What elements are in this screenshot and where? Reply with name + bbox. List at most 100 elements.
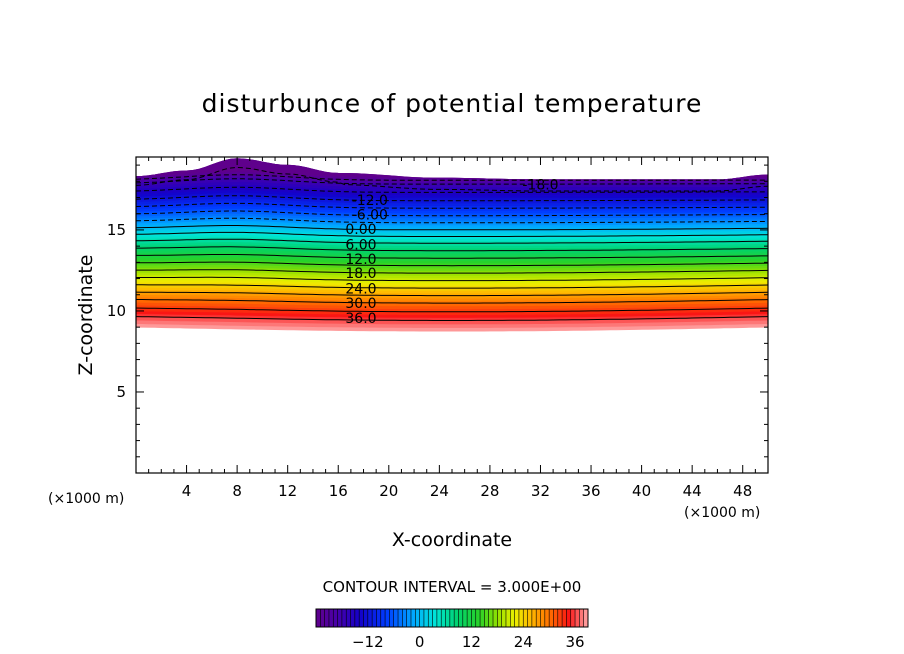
x-tick-label: 36 [581, 482, 600, 500]
colorbar-cell-57 [562, 609, 567, 627]
colorbar-cell-6 [341, 609, 347, 627]
colorbar-cell-32 [454, 609, 459, 627]
colorbar-cell-53 [544, 609, 550, 627]
y-axis-label: Z-coordinate [75, 255, 97, 376]
colorbar-cell-52 [540, 609, 546, 627]
contour-line--12 [136, 195, 768, 202]
contour-line-9 [136, 246, 768, 252]
colorbar-cell-33 [458, 609, 464, 627]
colorbar-tick-labels: −12 0 12 24 36 [352, 633, 585, 651]
colorbar-cell-49 [527, 609, 533, 627]
contour-line-15 [136, 261, 768, 267]
colorbar-cell-14 [376, 609, 382, 627]
colorbar-cell-9 [354, 609, 360, 627]
x-tick-label: 44 [683, 482, 702, 500]
colorbar-cell-19 [398, 609, 403, 627]
contour-line-21 [136, 276, 768, 282]
plot-area: -18.0 -12.0-6.000.006.0012.018.024.030.03… [135, 156, 769, 474]
colorbar-cell-58 [566, 609, 572, 627]
colorbar-cell-5 [337, 609, 343, 627]
colorbar-cell-21 [406, 609, 412, 627]
contour-label: 18.0 [345, 266, 376, 282]
y-tick-label: 10 [107, 302, 126, 320]
contour-label: 6.00 [345, 238, 376, 254]
colorbar-cell-30 [445, 609, 451, 627]
contour-line-12 [136, 254, 768, 259]
colorbar-cell-43 [501, 609, 507, 627]
contour-labels: -18.0 -12.0-6.000.006.0012.018.024.030.03… [345, 178, 558, 328]
contour-label: 24.0 [345, 281, 376, 297]
y-tick-label: 15 [107, 221, 126, 239]
colorbar-tick-label: 12 [462, 633, 481, 651]
x-tick-label: 28 [480, 482, 499, 500]
colorbar-cell-11 [363, 609, 369, 627]
colorbar-cell-50 [531, 609, 537, 627]
colorbar-cell-40 [488, 609, 494, 627]
x-tick-label: 40 [632, 482, 651, 500]
colorbar-cell-36 [471, 609, 477, 627]
y-tick-labels: 5 10 15 [107, 221, 126, 401]
colorbar-cell-18 [393, 609, 399, 627]
contour-line--6 [136, 210, 768, 217]
contour-line-0 [136, 225, 768, 231]
colorbar [315, 608, 589, 628]
axis-ticks [136, 157, 768, 473]
colorbar-cell-25 [423, 609, 429, 627]
contour-label: -6.00 [352, 208, 388, 224]
colorbar-cell-2 [324, 609, 330, 627]
contour-line-6 [136, 238, 768, 244]
x-unit-right: (×1000 m) [684, 505, 760, 521]
colorbar-cell-23 [415, 609, 420, 627]
colorbar-cell-8 [350, 609, 356, 627]
field-band-top [136, 158, 768, 180]
colorbar-cell-27 [432, 609, 438, 627]
colorbar-cell-24 [419, 609, 425, 627]
colorbar-frame [315, 608, 589, 628]
colorbar-cell-47 [518, 609, 524, 627]
contour-label: 36.0 [345, 311, 376, 327]
x-tick-label: 24 [430, 482, 449, 500]
colorbar-cell-31 [449, 609, 455, 627]
contour-label: 12.0 [345, 252, 376, 268]
colorbar-cell-44 [505, 609, 511, 627]
x-tick-label: 20 [379, 482, 398, 500]
contour-line-3 [136, 231, 768, 237]
x-axis-label: X-coordinate [392, 529, 512, 551]
colorbar-cell-55 [553, 609, 559, 627]
x-tick-labels: 4 8 12 16 20 24 28 32 36 40 44 48 [182, 482, 752, 500]
chart-title: disturbunce of potential temperature [202, 89, 703, 118]
contour-lines [136, 166, 768, 321]
contour-line-30 [136, 299, 768, 304]
colorbar-cell-13 [372, 609, 377, 627]
colorbar-cell-46 [514, 609, 520, 627]
contour-line--9 [136, 202, 768, 209]
colorbar-tick-label: 36 [566, 633, 585, 651]
contour-line-27 [136, 291, 768, 297]
colorbar-cell-10 [359, 609, 364, 627]
contour-line-18 [136, 269, 768, 274]
y-tick-label: 5 [116, 383, 126, 401]
x-unit-left: (×1000 m) [48, 491, 124, 507]
contour-line-24 [136, 284, 768, 289]
x-tick-label: 12 [278, 482, 297, 500]
colorbar-cell-45 [510, 609, 515, 627]
colorbar-cell-59 [570, 609, 576, 627]
colorbar-tick-label: −12 [352, 633, 384, 651]
colorbar-tick-label: 0 [415, 633, 425, 651]
contour-line-33 [136, 307, 768, 313]
x-tick-label: 8 [232, 482, 242, 500]
x-tick-label: 16 [329, 482, 348, 500]
colorbar-cell-48 [523, 609, 528, 627]
contour-line--3 [136, 217, 768, 224]
contour-interval-text: CONTOUR INTERVAL = 3.000E+00 [323, 578, 582, 596]
contour-line--18 [136, 178, 768, 185]
colorbar-cell-1 [320, 609, 325, 627]
colorbar-cell-37 [475, 609, 481, 627]
colorbar-tick-label: 24 [514, 633, 533, 651]
colorbar-cell-54 [549, 609, 554, 627]
contour-line-36 [136, 316, 768, 321]
x-tick-label: 4 [182, 482, 192, 500]
colorbar-cell-0 [316, 609, 321, 627]
colorbar-cell-28 [436, 609, 442, 627]
